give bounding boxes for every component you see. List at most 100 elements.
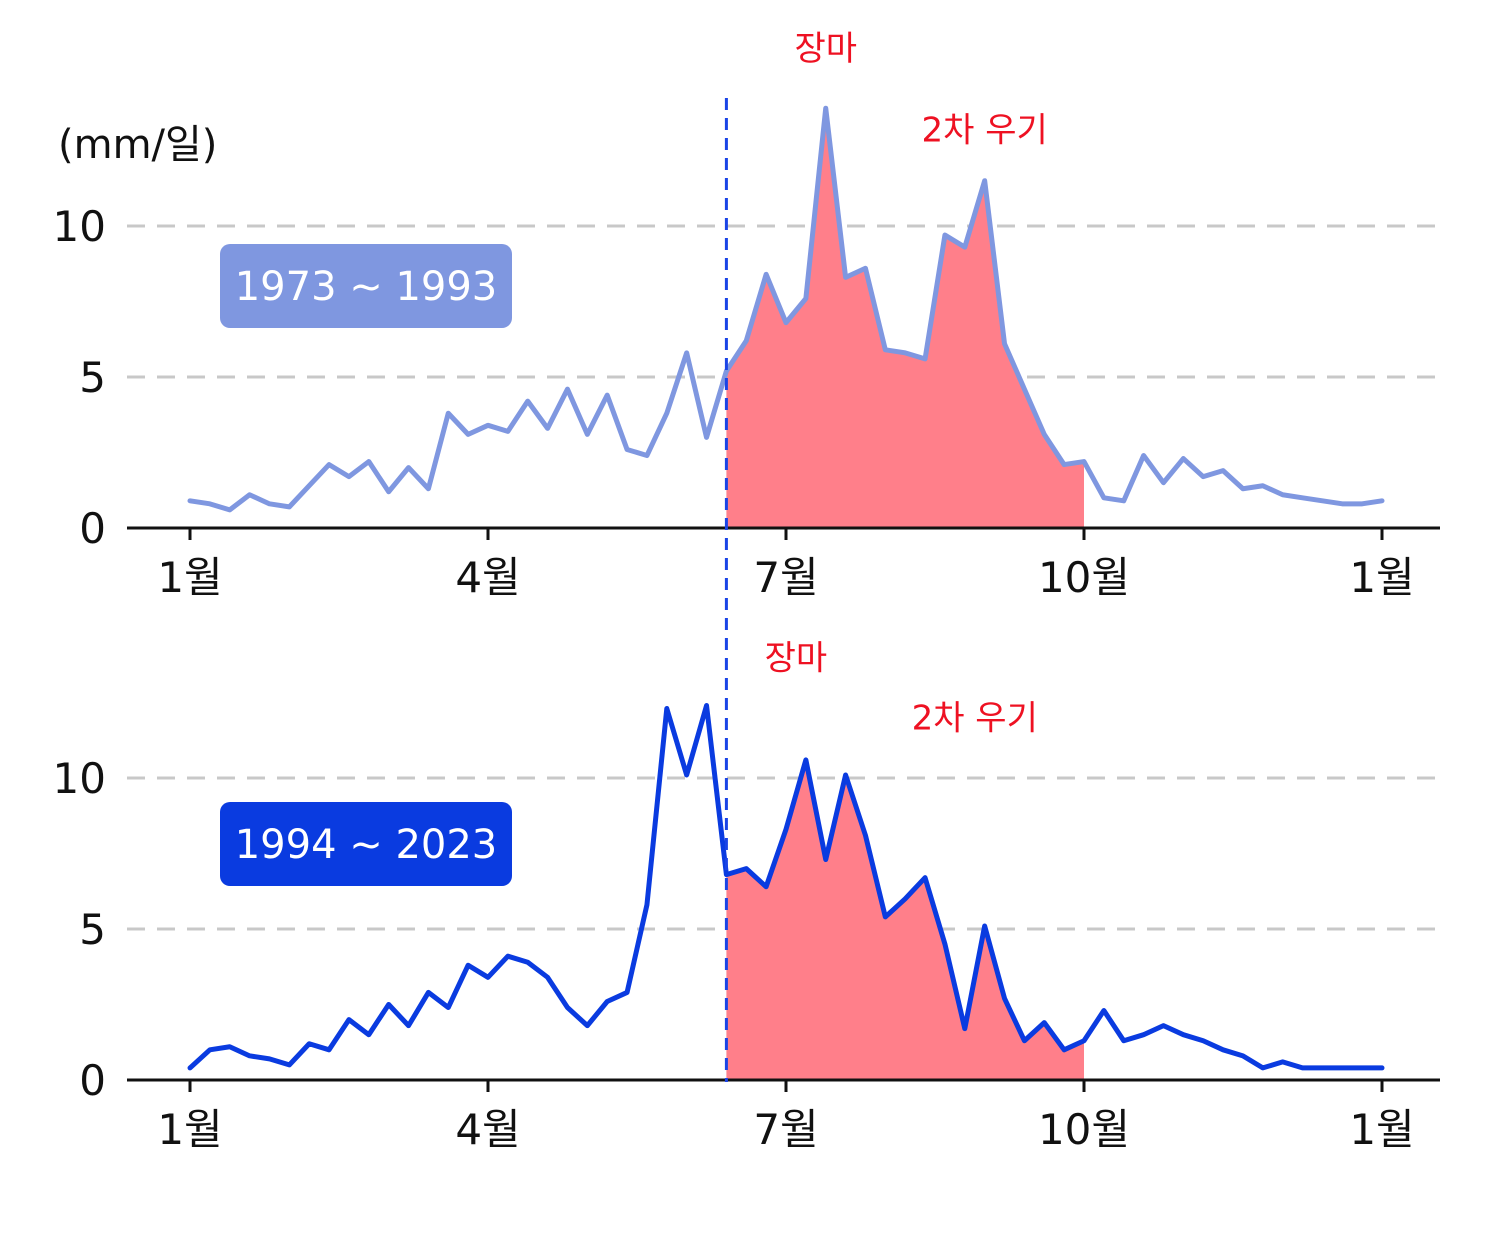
data-point: [446, 411, 450, 415]
period-badge: 1994 ~ 2023: [220, 802, 512, 886]
data-point: [1320, 499, 1324, 503]
data-point: [605, 393, 609, 397]
y-tick-label: 0: [79, 1056, 106, 1105]
data-point: [506, 954, 510, 958]
data-point: [645, 454, 649, 458]
data-point: [744, 339, 748, 343]
data-point: [287, 1063, 291, 1067]
data-point: [267, 1057, 271, 1061]
y-tick-label: 10: [53, 202, 106, 251]
data-point: [585, 1024, 589, 1028]
data-point: [1042, 1021, 1046, 1025]
data-point: [903, 351, 907, 355]
data-point: [1301, 496, 1305, 500]
data-point: [1102, 1009, 1106, 1013]
data-point: [565, 1006, 569, 1010]
data-point: [1142, 1033, 1146, 1037]
data-point: [784, 827, 788, 831]
data-point: [744, 867, 748, 871]
data-point: [1281, 1060, 1285, 1064]
data-point: [824, 858, 828, 862]
data-point: [506, 429, 510, 433]
data-point: [983, 924, 987, 928]
data-point: [1102, 496, 1106, 500]
period-badge-bg: [220, 802, 512, 886]
data-point: [1340, 502, 1344, 506]
data-point: [327, 1048, 331, 1052]
data-point: [1360, 1066, 1364, 1070]
y-tick-label: 0: [79, 504, 106, 553]
data-point: [1022, 387, 1026, 391]
data-point: [1301, 1066, 1305, 1070]
data-point: [1360, 502, 1364, 506]
data-point: [665, 707, 669, 711]
period-badge-label: 1994 ~ 2023: [235, 822, 498, 868]
data-point: [923, 357, 927, 361]
data-point: [1340, 1066, 1344, 1070]
data-point: [784, 321, 788, 325]
data-point: [585, 432, 589, 436]
data-point: [1241, 1054, 1245, 1058]
x-tick-label: 1월: [157, 1105, 222, 1154]
data-point: [665, 411, 669, 415]
data-point: [188, 499, 192, 503]
x-tick-label: 7월: [753, 553, 818, 602]
period-badge-label: 1973 ~ 1993: [235, 264, 498, 310]
y-unit-label: (mm/일): [58, 122, 217, 168]
period-badge: 1973 ~ 1993: [220, 244, 512, 328]
data-point: [546, 975, 550, 979]
panel-1973-1993: 1월 4월 7월 10월 1월 0 5 10 장마 2차 우기 1973 ~ 1993: [53, 29, 1440, 602]
data-point: [705, 435, 709, 439]
data-point: [267, 502, 271, 506]
data-point: [367, 1033, 371, 1037]
data-point: [883, 348, 887, 352]
data-point: [1161, 1024, 1165, 1028]
data-point: [943, 942, 947, 946]
data-point: [327, 463, 331, 467]
data-point: [1142, 454, 1146, 458]
annotation-label: 장마: [794, 29, 857, 69]
x-tick-label: 1월: [157, 553, 222, 602]
data-point: [645, 903, 649, 907]
data-point: [486, 423, 490, 427]
data-point: [804, 758, 808, 762]
data-point: [983, 179, 987, 183]
annotation-label: 2차 우기: [922, 110, 1048, 150]
data-point: [307, 1042, 311, 1046]
data-point: [705, 704, 709, 708]
data-point: [824, 106, 828, 110]
data-point: [1022, 1039, 1026, 1043]
data-point: [248, 493, 252, 497]
data-point: [883, 915, 887, 919]
data-point: [407, 1024, 411, 1028]
data-point: [685, 773, 689, 777]
data-point: [228, 508, 232, 512]
data-point: [387, 1003, 391, 1006]
data-point: [1221, 1048, 1225, 1052]
rainy-season-fill: [726, 759, 1084, 1080]
data-point: [1201, 475, 1205, 479]
data-point: [1082, 1039, 1086, 1043]
data-point: [1062, 463, 1066, 467]
data-point: [466, 432, 470, 436]
data-point: [625, 447, 629, 451]
data-point: [1380, 499, 1384, 503]
x-tick-label: 7월: [753, 1105, 818, 1154]
data-point: [1062, 1048, 1066, 1052]
data-point: [347, 1018, 351, 1022]
data-point: [764, 272, 768, 276]
data-point: [963, 245, 967, 249]
data-point: [407, 466, 411, 470]
data-point: [1281, 493, 1285, 497]
data-point: [1122, 499, 1126, 503]
data-point: [446, 1006, 450, 1010]
data-point: [426, 487, 430, 491]
data-point: [387, 490, 391, 494]
panel-1994-2023: 1월 4월 7월 10월 1월 0 5 10 장마 2차 우기 1994 ~ 2023: [53, 638, 1440, 1154]
data-point: [466, 963, 470, 967]
data-point: [844, 773, 848, 777]
x-tick-label: 4월: [455, 553, 520, 602]
data-point: [248, 1054, 252, 1058]
x-tick-label: 10월: [1038, 553, 1130, 602]
